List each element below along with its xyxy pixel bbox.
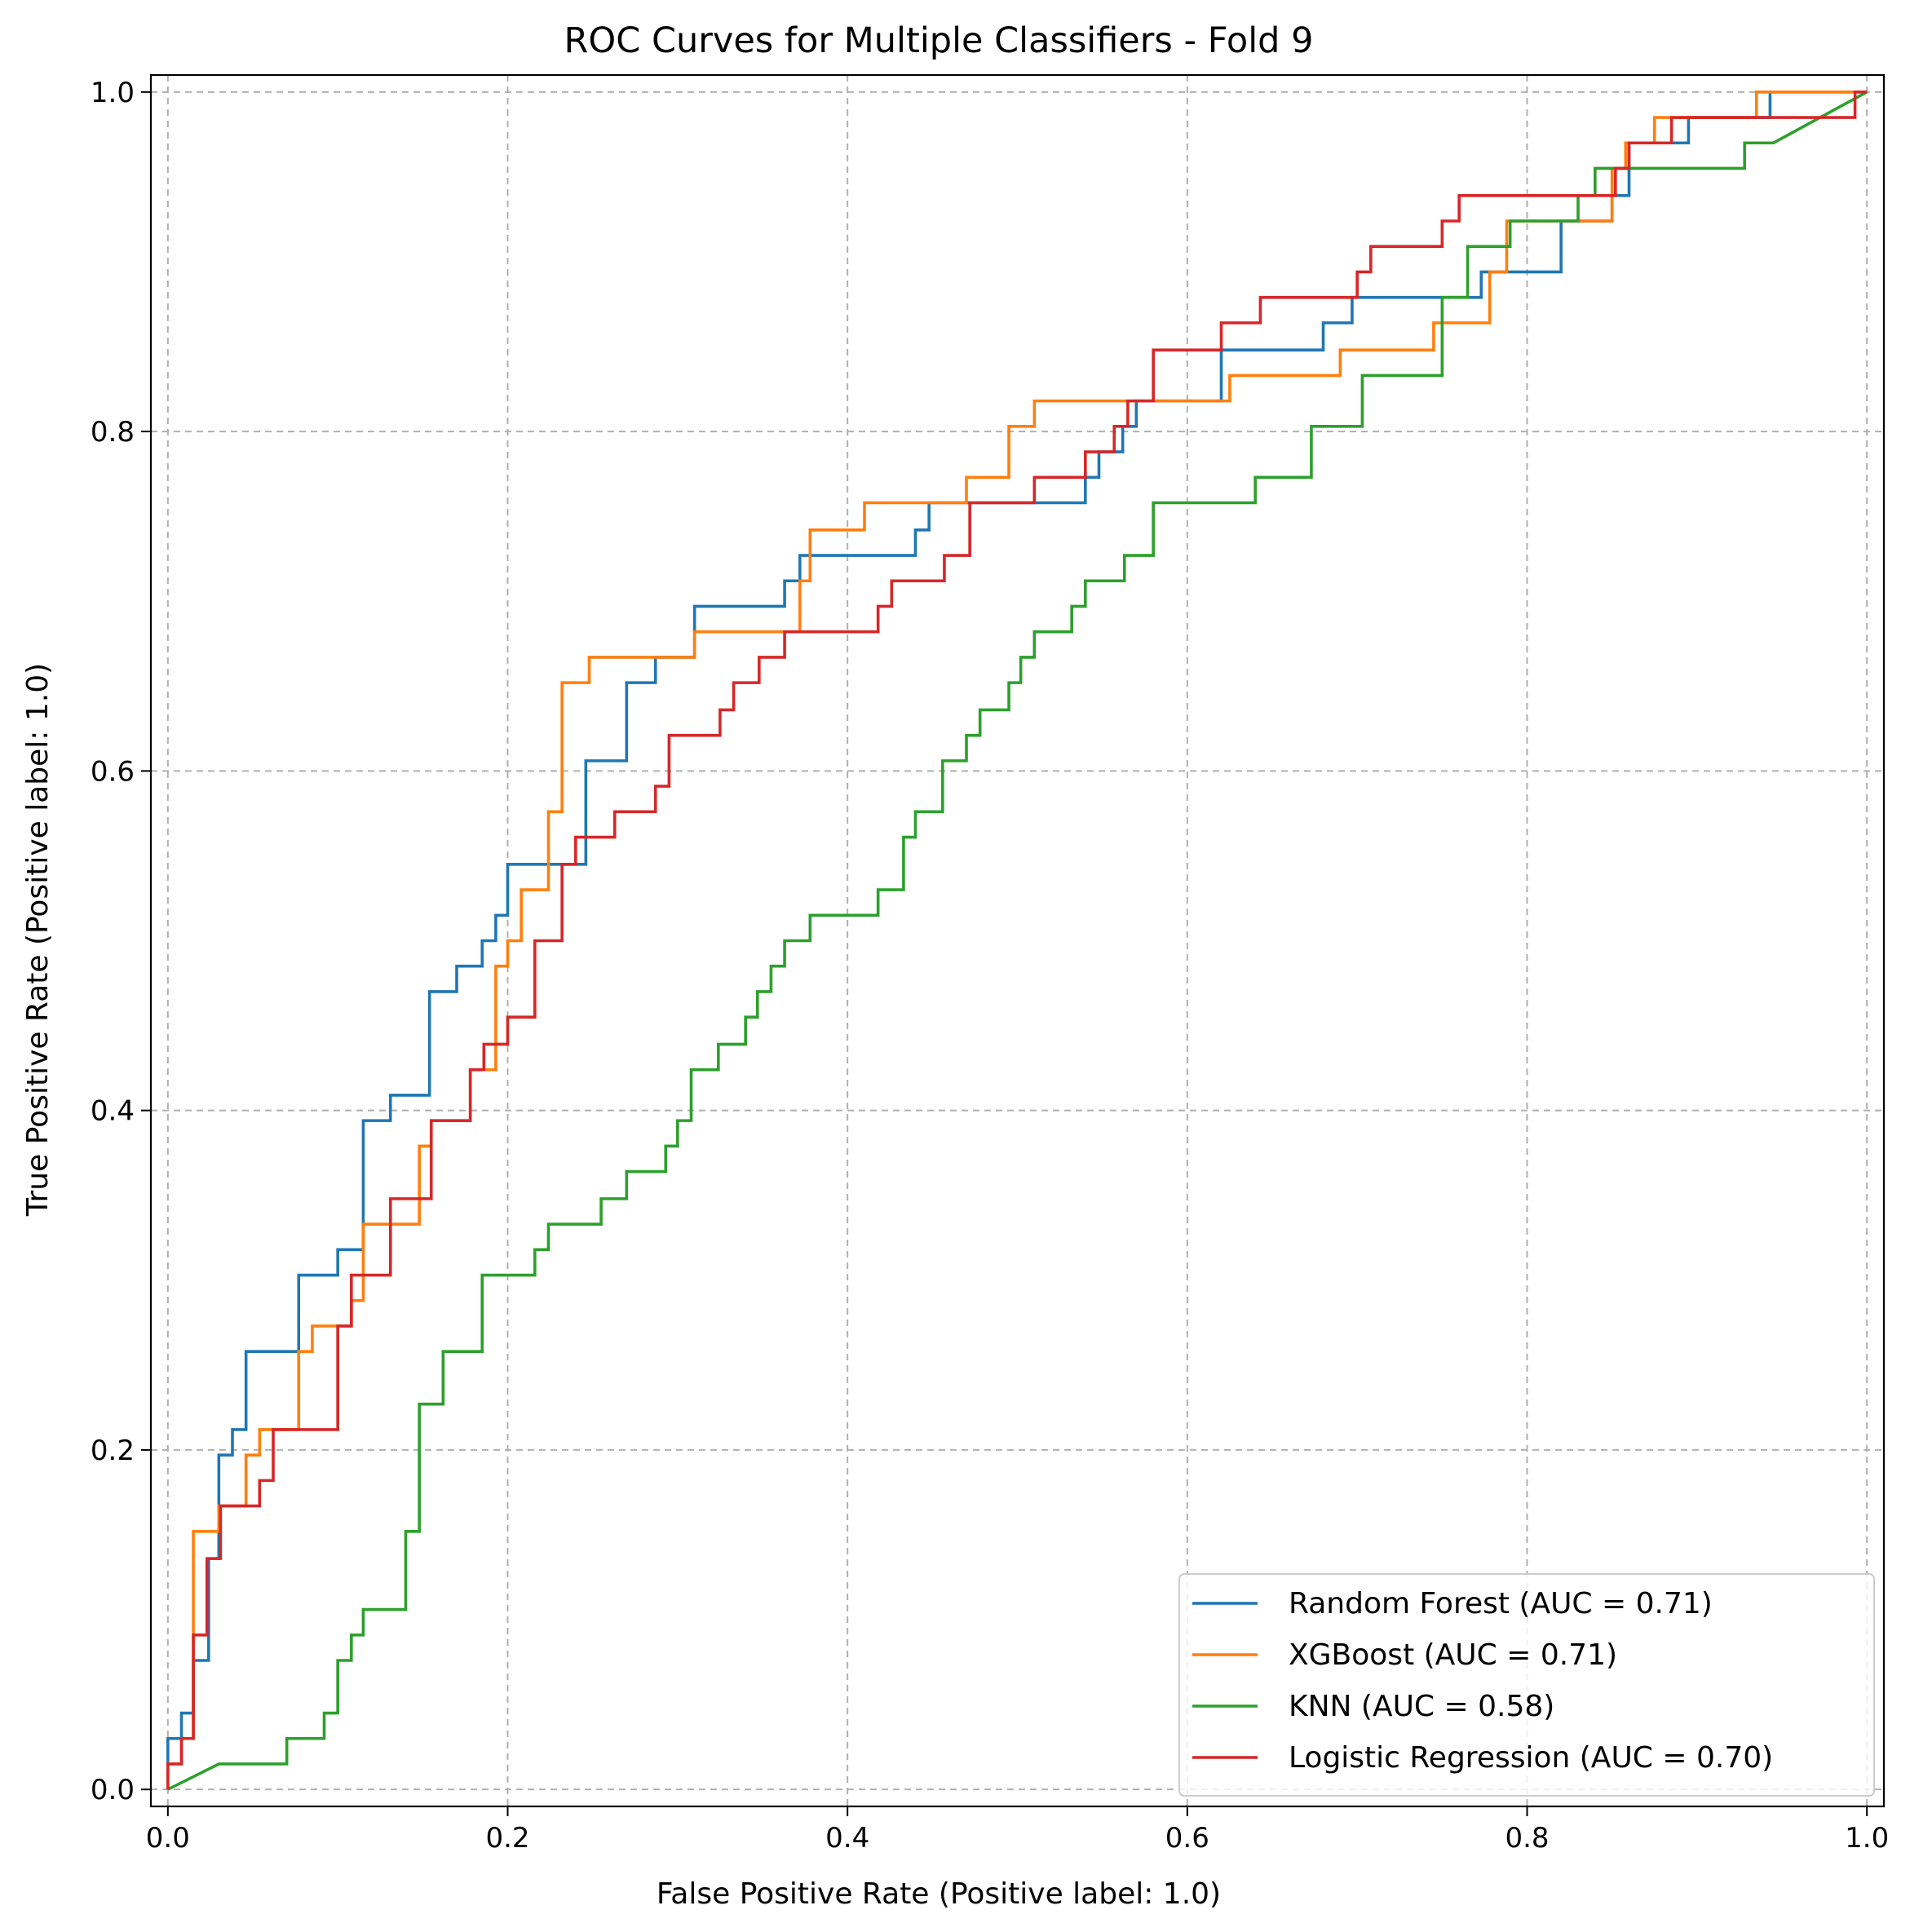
x-tick-label-0: 0.0 xyxy=(146,1822,190,1855)
y-axis-label: True Positive Rate (Positive label: 1.0) xyxy=(21,663,55,1217)
x-tick-label-4: 0.8 xyxy=(1505,1822,1549,1855)
chart-title: ROC Curves for Multiple Classifiers - Fo… xyxy=(564,20,1314,61)
legend-label-1: XGBoost (AUC = 0.71) xyxy=(1289,1638,1617,1672)
legend-label-2: KNN (AUC = 0.58) xyxy=(1289,1690,1554,1723)
grid xyxy=(151,75,1884,1806)
legend-label-0: Random Forest (AUC = 0.71) xyxy=(1289,1587,1713,1620)
y-tick-label-2: 0.4 xyxy=(91,1095,135,1128)
x-axis-label: False Positive Rate (Positive label: 1.0… xyxy=(657,1877,1221,1911)
y-axis-ticks: 0.0 0.2 0.4 0.6 0.8 1.0 xyxy=(91,77,151,1806)
x-tick-label-1: 0.2 xyxy=(485,1822,529,1855)
y-tick-label-4: 0.8 xyxy=(91,416,135,449)
y-tick-label-1: 0.2 xyxy=(91,1435,135,1467)
x-axis-ticks: 0.0 0.2 0.4 0.6 0.8 1.0 xyxy=(146,1806,1889,1855)
legend: Random Forest (AUC = 0.71) XGBoost (AUC =… xyxy=(1178,1573,1875,1797)
y-tick-label-5: 1.0 xyxy=(91,77,135,109)
y-tick-label-3: 0.6 xyxy=(91,755,135,788)
series-line-2 xyxy=(167,91,1868,1791)
series-line-3 xyxy=(166,91,1868,1790)
x-tick-label-5: 1.0 xyxy=(1845,1822,1889,1855)
series-layer xyxy=(166,91,1868,1791)
axes-frame xyxy=(149,73,1886,1808)
y-tick-label-0: 0.0 xyxy=(91,1774,135,1806)
legend-box xyxy=(1178,1573,1875,1797)
legend-label-3: Logistic Regression (AUC = 0.70) xyxy=(1289,1741,1773,1775)
x-tick-label-2: 0.4 xyxy=(825,1822,869,1855)
x-tick-label-3: 0.6 xyxy=(1165,1822,1209,1855)
